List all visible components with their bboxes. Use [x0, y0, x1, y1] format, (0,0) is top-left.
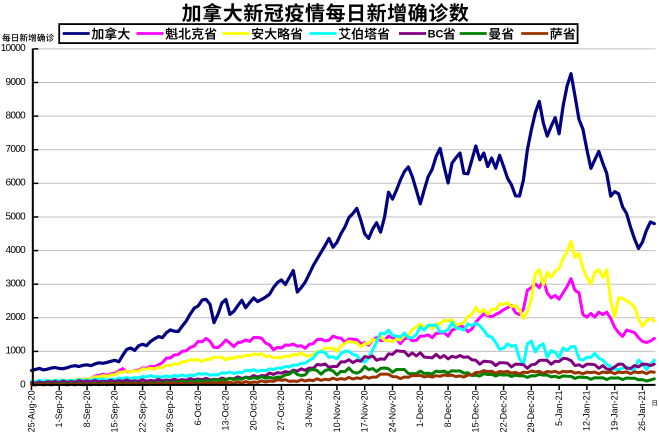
- svg-text:12-Jan-21: 12-Jan-21: [582, 390, 592, 431]
- svg-text:29-Sep-20: 29-Sep-20: [165, 390, 175, 432]
- svg-text:6000: 6000: [6, 178, 27, 189]
- svg-text:3-Nov-20: 3-Nov-20: [304, 390, 314, 427]
- svg-text:2000: 2000: [6, 312, 27, 323]
- svg-text:1-Dec-20: 1-Dec-20: [415, 390, 425, 427]
- svg-text:9000: 9000: [6, 77, 27, 88]
- svg-text:0: 0: [20, 379, 26, 390]
- svg-text:5-Jan-21: 5-Jan-21: [554, 390, 564, 426]
- svg-text:26-Jan-21: 26-Jan-21: [637, 390, 647, 431]
- svg-text:5000: 5000: [6, 211, 27, 222]
- svg-text:25-Aug-20: 25-Aug-20: [26, 390, 36, 432]
- svg-text:20-Oct-20: 20-Oct-20: [249, 390, 259, 430]
- svg-text:17-Nov-20: 17-Nov-20: [360, 390, 370, 432]
- svg-text:15-Dec-20: 15-Dec-20: [471, 390, 481, 432]
- svg-text:BC: BC: [428, 29, 444, 41]
- svg-text:24-Nov-20: 24-Nov-20: [387, 390, 397, 432]
- svg-text:19-Jan-21: 19-Jan-21: [610, 390, 620, 431]
- svg-text:27-Oct-20: 27-Oct-20: [276, 390, 286, 430]
- svg-text:10000: 10000: [1, 43, 26, 54]
- svg-text:1-Sep-20: 1-Sep-20: [54, 390, 64, 427]
- svg-text:3000: 3000: [6, 279, 27, 290]
- svg-text:29-Dec-20: 29-Dec-20: [526, 390, 536, 432]
- svg-text:13-Oct-20: 13-Oct-20: [221, 390, 231, 430]
- svg-text:8-Sep-20: 8-Sep-20: [82, 390, 92, 427]
- svg-text:7000: 7000: [6, 144, 27, 155]
- svg-text:4000: 4000: [6, 245, 27, 256]
- svg-text:1000: 1000: [6, 346, 27, 357]
- svg-text:8-Dec-20: 8-Dec-20: [443, 390, 453, 427]
- svg-text:10-Nov-20: 10-Nov-20: [332, 390, 342, 432]
- svg-text:22-Sep-20: 22-Sep-20: [137, 390, 147, 432]
- svg-text:15-Sep-20: 15-Sep-20: [110, 390, 120, 432]
- svg-text:8000: 8000: [6, 110, 27, 121]
- svg-text:22-Dec-20: 22-Dec-20: [498, 390, 508, 432]
- svg-text:6-Oct-20: 6-Oct-20: [193, 390, 203, 425]
